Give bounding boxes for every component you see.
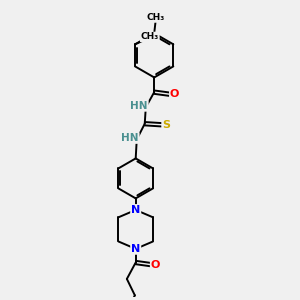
- Text: HN: HN: [130, 101, 148, 111]
- Text: O: O: [170, 89, 179, 99]
- Text: HN: HN: [121, 133, 139, 143]
- Text: CH₃: CH₃: [147, 13, 165, 22]
- Text: CH₃: CH₃: [141, 32, 159, 41]
- Text: N: N: [131, 205, 140, 215]
- Text: N: N: [131, 244, 140, 254]
- Text: S: S: [162, 120, 170, 130]
- Text: O: O: [151, 260, 160, 270]
